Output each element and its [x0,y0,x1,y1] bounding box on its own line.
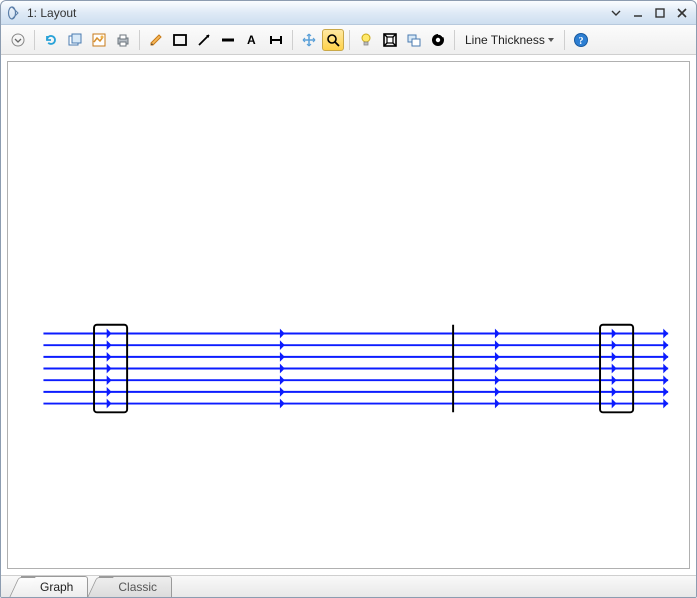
dash-tool-icon[interactable] [217,29,239,51]
separator [139,30,140,50]
chevron-down-icon [548,38,554,42]
refresh-icon[interactable] [40,29,62,51]
fit-window-icon[interactable] [379,29,401,51]
separator [454,30,455,50]
separator [34,30,35,50]
minimize-button[interactable] [630,6,646,20]
print-icon[interactable] [112,29,134,51]
app-window: 1: Layout [0,0,697,598]
close-button[interactable] [674,6,690,20]
rectangle-tool-icon[interactable] [169,29,191,51]
window-title: 1: Layout [27,6,608,20]
copy-image-icon[interactable] [64,29,86,51]
titlebar: 1: Layout [1,1,696,25]
zoom-tool-icon[interactable] [322,29,344,51]
tab-graph[interactable]: Graph [21,576,88,597]
svg-text:?: ? [578,36,583,47]
separator [564,30,565,50]
app-icon [7,6,21,20]
line-thickness-dropdown[interactable]: Line Thickness [460,29,559,51]
text-tool-icon[interactable]: A [241,29,263,51]
window-settings-icon[interactable] [403,29,425,51]
camera-shutter-icon[interactable] [427,29,449,51]
separator [292,30,293,50]
help-icon[interactable]: ? [570,29,592,51]
dimension-tool-icon[interactable] [265,29,287,51]
save-image-icon[interactable] [88,29,110,51]
svg-text:A: A [247,33,256,47]
tab-label: Classic [118,580,157,594]
tab-classic[interactable]: Classic [99,576,172,597]
pan-tool-icon[interactable] [298,29,320,51]
expand-button[interactable] [7,29,29,51]
pencil-icon[interactable] [145,29,167,51]
line-thickness-label: Line Thickness [465,33,545,47]
separator [349,30,350,50]
dropdown-button[interactable] [608,6,624,20]
tab-label: Graph [40,580,73,594]
optical-diagram [8,62,689,568]
lightbulb-icon[interactable] [355,29,377,51]
window-buttons [608,6,690,20]
maximize-button[interactable] [652,6,668,20]
toolbar: A Line Thickness ? [1,25,696,55]
layout-canvas[interactable] [7,61,690,569]
line-tool-icon[interactable] [193,29,215,51]
tab-bar: Graph Classic [1,575,696,597]
